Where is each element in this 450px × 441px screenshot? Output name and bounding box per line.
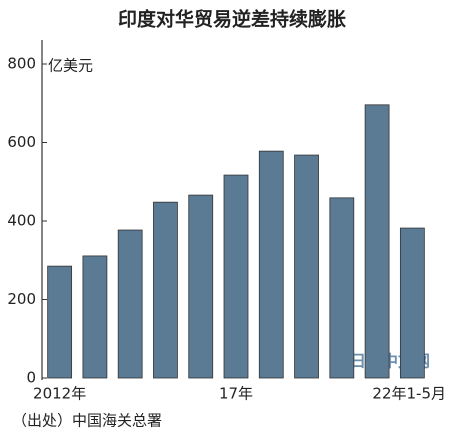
source-note: （出处）中国海关总署	[12, 412, 162, 430]
y-tick-label: 0	[26, 369, 36, 387]
bar	[258, 150, 284, 379]
y-tick-label: 600	[7, 133, 36, 151]
y-tick-label: 800	[7, 55, 36, 73]
x-tick-label: 17年	[219, 385, 253, 403]
y-tick-label: 200	[7, 290, 36, 308]
bar	[117, 229, 143, 379]
bar	[223, 174, 249, 379]
bar	[364, 104, 390, 379]
bar	[329, 197, 355, 379]
chart-title: 印度对华贸易逆差持续膨胀	[118, 8, 346, 31]
bar	[47, 265, 73, 379]
bar	[82, 255, 108, 379]
bar	[153, 201, 178, 379]
y-tick-label: 400	[7, 212, 36, 230]
bar	[188, 194, 214, 379]
x-tick-label: 22年1-5月	[372, 385, 446, 403]
x-tick-label: 2012年	[33, 385, 86, 403]
unit-label: 亿美元	[48, 57, 93, 75]
bar	[399, 227, 425, 379]
bar	[294, 154, 319, 379]
